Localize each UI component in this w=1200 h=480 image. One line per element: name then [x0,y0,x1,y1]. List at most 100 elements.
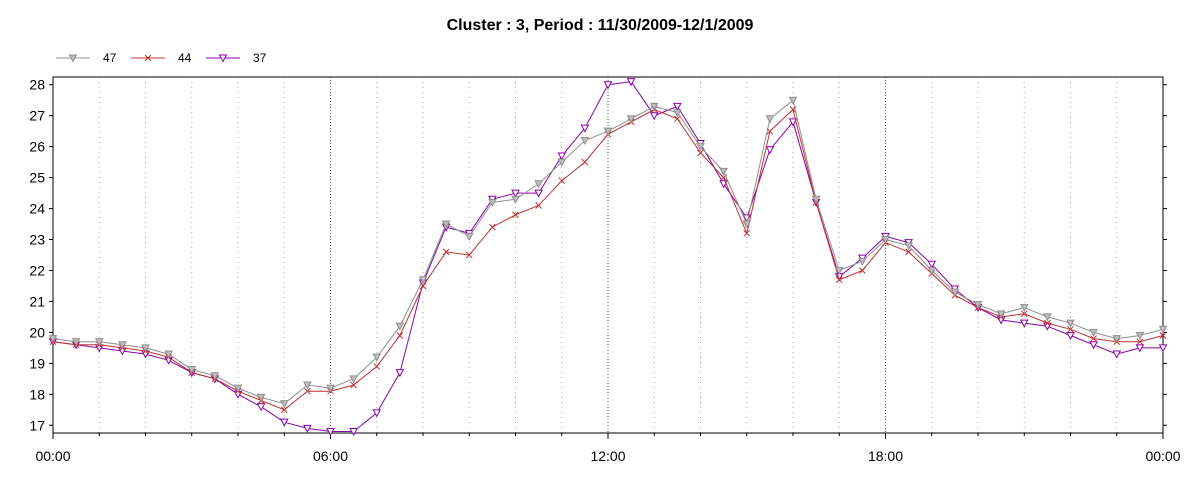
data-point [326,427,335,437]
data-point [1019,319,1029,328]
x-tick-label: 18:00 [868,448,903,464]
data-point [534,189,543,198]
data-point [1112,350,1122,359]
y-tick-label: 24 [29,201,45,217]
x-tick-label: 00:00 [1145,448,1180,464]
data-point [1158,325,1168,334]
x-tick-label: 06:00 [313,448,348,464]
data-point [465,251,473,259]
data-point [1019,304,1029,313]
x-tick-label: 00:00 [35,448,70,464]
legend-label: 44 [178,51,192,65]
data-point [927,266,937,276]
data-point [512,211,519,219]
data-point [973,301,983,310]
data-point [1020,310,1028,318]
data-point [187,366,197,375]
y-tick-label: 17 [29,417,45,433]
data-point [1135,331,1145,341]
data-point [1044,319,1051,327]
data-point [859,267,866,274]
data-point [141,344,150,353]
x-tick-label: 12:00 [590,448,625,464]
data-point [950,288,960,297]
data-point [303,424,312,433]
data-point [927,260,937,269]
data-point [279,418,289,427]
legend-item-44: 44 [131,51,192,65]
data-point [144,54,152,62]
data-point [464,232,474,241]
data-point [280,406,288,414]
data-point [68,54,78,63]
data-point [256,403,266,412]
data-point [719,167,728,176]
y-tick-label: 28 [29,77,45,93]
data-point [279,400,289,409]
legend-label: 47 [103,51,117,65]
data-point [765,146,775,155]
chart-title: Cluster : 3, Period : 11/30/2009-12/1/20… [447,17,754,34]
data-point [511,189,520,198]
data-point [1066,331,1075,341]
data-point [349,427,358,437]
data-point [441,220,451,229]
data-point [488,198,497,207]
data-point [210,372,220,381]
data-point [349,375,358,384]
data-point [94,338,104,347]
y-tick-label: 18 [29,386,45,402]
data-point [303,381,312,390]
y-tick-label: 27 [29,108,45,124]
data-point [304,387,311,395]
data-point [511,195,520,204]
data-point [326,384,335,393]
data-point [881,236,890,245]
data-point [580,124,590,133]
data-point [905,248,912,256]
data-point [765,115,775,124]
data-point [1112,335,1122,344]
y-tick-label: 25 [29,170,45,186]
data-point [164,350,173,359]
y-tick-label: 19 [29,355,45,371]
data-point [603,127,613,136]
data-point [373,363,381,370]
data-point [1066,319,1075,328]
data-point [673,109,682,118]
data-point [535,202,542,209]
data-point [626,78,636,87]
legend-item-37: 37 [206,51,267,65]
data-point [1090,335,1097,342]
data-point [350,381,357,389]
data-point [558,177,566,185]
data-point [1067,325,1074,333]
legend: 47 44 37 [56,51,267,65]
data-point [697,149,704,157]
data-point [696,143,705,152]
data-point [811,195,821,204]
series-layer [48,78,1168,437]
data-point [674,115,681,123]
data-point [743,229,751,237]
data-point [626,115,636,124]
data-point [395,369,405,378]
y-tick-label: 26 [29,139,45,155]
data-point [742,220,752,229]
legend-item-47: 47 [56,51,117,65]
data-point [71,338,81,347]
data-point [1136,338,1144,346]
data-point [442,248,450,256]
data-point [649,102,659,111]
data-point [396,332,404,339]
series-line [52,108,1164,411]
data-point [996,310,1006,319]
y-tick-label: 20 [29,324,45,340]
data-point [418,276,428,285]
data-point [372,353,382,362]
data-point [673,102,682,111]
data-point [48,335,58,344]
data-point [489,223,496,231]
data-point [233,384,243,393]
data-point [580,136,590,146]
